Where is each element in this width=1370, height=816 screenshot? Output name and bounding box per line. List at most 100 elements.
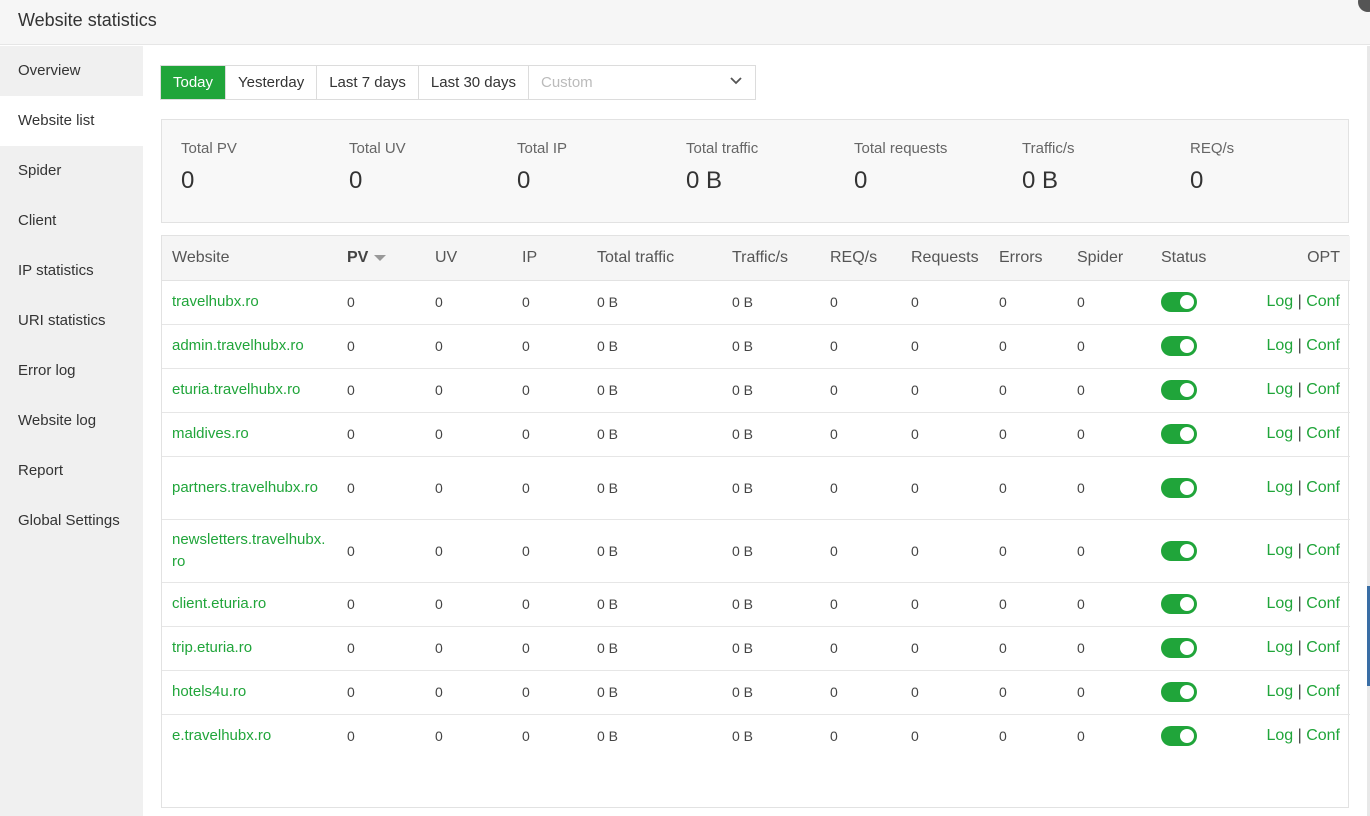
cell-errors: 0	[989, 670, 1067, 715]
cell-errors: 0	[989, 280, 1067, 325]
website-link[interactable]: newsletters.travelhubx.ro	[162, 519, 337, 583]
website-link[interactable]: partners.travelhubx.ro	[162, 456, 337, 520]
website-link[interactable]: hotels4u.ro	[162, 670, 337, 715]
tab-last-30-days[interactable]: Last 30 days	[418, 66, 529, 99]
log-link[interactable]: Log	[1266, 337, 1294, 354]
log-link[interactable]: Log	[1266, 727, 1294, 745]
sidebar-item-ip-statistics[interactable]: IP statistics	[18, 262, 94, 279]
scrollbar-thumb[interactable]	[1367, 586, 1370, 686]
website-link[interactable]: maldives.ro	[162, 412, 337, 457]
sidebar-item-website-log[interactable]: Website log	[18, 412, 97, 429]
sidebar-item-report[interactable]: Report	[18, 462, 64, 479]
table-header-row: Website PV UV IP Total traffic Traffic/s…	[162, 236, 1350, 281]
sidebar-item-client[interactable]: Client	[18, 212, 57, 229]
cell-spider: 0	[1067, 670, 1151, 715]
status-toggle[interactable]	[1161, 477, 1197, 498]
cell-pv: 0	[337, 626, 425, 671]
stat-traffic-per-second: Traffic/s 0 B	[1022, 140, 1075, 195]
cell-opt: Log | Conf	[1231, 626, 1350, 671]
cell-requests: 0	[901, 456, 989, 520]
cell-requests: 0	[901, 519, 989, 583]
cell-traffic-s: 0 B	[722, 324, 820, 369]
conf-link[interactable]: Conf	[1306, 425, 1340, 442]
status-toggle[interactable]	[1161, 594, 1197, 614]
website-link[interactable]: client.eturia.ro	[162, 582, 337, 627]
status-toggle[interactable]	[1161, 336, 1197, 356]
conf-link[interactable]: Conf	[1306, 337, 1340, 354]
column-header-requests[interactable]: Requests	[901, 236, 989, 281]
cell-uv: 0	[425, 324, 512, 369]
conf-link[interactable]: Conf	[1306, 683, 1340, 700]
cell-status	[1151, 670, 1231, 715]
conf-link[interactable]: Conf	[1306, 293, 1340, 310]
sidebar-item-error-log[interactable]: Error log	[18, 362, 76, 379]
status-toggle[interactable]	[1161, 292, 1197, 312]
vertical-scrollbar[interactable]	[1367, 46, 1370, 816]
column-header-spider[interactable]: Spider	[1067, 236, 1151, 281]
chevron-down-icon	[730, 77, 742, 85]
cell-traffic-s: 0 B	[722, 368, 820, 413]
conf-link[interactable]: Conf	[1306, 595, 1340, 612]
conf-link[interactable]: Conf	[1306, 727, 1340, 745]
conf-link[interactable]: Conf	[1306, 639, 1340, 656]
close-icon[interactable]	[1358, 0, 1370, 12]
tab-today[interactable]: Today	[161, 66, 227, 99]
log-link[interactable]: Log	[1266, 595, 1294, 612]
sidebar-item-spider[interactable]: Spider	[18, 162, 62, 179]
column-header-req-per-second[interactable]: REQ/s	[820, 236, 901, 281]
cell-status	[1151, 368, 1231, 413]
column-header-errors[interactable]: Errors	[989, 236, 1067, 281]
status-toggle[interactable]	[1161, 380, 1197, 400]
cell-req-s: 0	[830, 728, 838, 745]
log-link[interactable]: Log	[1266, 541, 1294, 559]
log-link[interactable]: Log	[1266, 478, 1294, 496]
column-header-website[interactable]: Website	[162, 236, 337, 281]
cell-requests: 0	[901, 412, 989, 457]
tab-last-7-days[interactable]: Last 7 days	[317, 66, 419, 99]
website-link[interactable]: eturia.travelhubx.ro	[162, 368, 337, 413]
sidebar-item-website-list[interactable]: Website list	[0, 96, 143, 146]
sidebar-item-overview[interactable]: Overview	[18, 62, 81, 79]
status-toggle[interactable]	[1161, 424, 1197, 444]
toggle-knob	[1180, 729, 1194, 744]
status-toggle[interactable]	[1161, 540, 1197, 561]
status-toggle[interactable]	[1161, 726, 1197, 747]
log-link[interactable]: Log	[1266, 639, 1294, 656]
website-link[interactable]: trip.eturia.ro	[162, 626, 337, 671]
cell-requests: 0	[901, 626, 989, 671]
cell-req-s: 0	[820, 280, 901, 325]
status-toggle[interactable]	[1161, 638, 1197, 658]
column-header-pv[interactable]: PV	[337, 236, 425, 281]
log-link[interactable]: Log	[1266, 425, 1294, 442]
tab-yesterday[interactable]: Yesterday	[226, 66, 318, 99]
conf-link[interactable]: Conf	[1306, 541, 1340, 559]
cell-req-s: 0	[820, 670, 901, 715]
column-header-ip[interactable]: IP	[512, 236, 587, 281]
website-link[interactable]: e.travelhubx.ro	[172, 727, 272, 745]
cell-requests: 0	[901, 670, 989, 715]
conf-link[interactable]: Conf	[1306, 478, 1340, 496]
sidebar: Overview Website list Spider Client IP s…	[0, 46, 143, 816]
cell-opt: Log | Conf	[1231, 714, 1350, 758]
website-link[interactable]: travelhubx.ro	[162, 280, 337, 325]
sidebar-item-global-settings[interactable]: Global Settings	[18, 512, 120, 529]
log-link[interactable]: Log	[1266, 293, 1294, 310]
column-header-uv[interactable]: UV	[425, 236, 512, 281]
column-header-traffic-per-second[interactable]: Traffic/s	[722, 236, 820, 281]
cell-ip: 0	[512, 519, 587, 583]
custom-date-select[interactable]: Custom	[529, 66, 755, 99]
log-link[interactable]: Log	[1266, 683, 1294, 700]
status-toggle[interactable]	[1161, 682, 1197, 702]
conf-link[interactable]: Conf	[1306, 381, 1340, 398]
stat-label: Total PV	[181, 140, 237, 157]
log-link[interactable]: Log	[1266, 381, 1294, 398]
opt-separator: |	[1297, 639, 1302, 656]
sidebar-item-uri-statistics[interactable]: URI statistics	[18, 312, 106, 329]
cell-traffic: 0 B	[587, 456, 722, 520]
cell-uv: 0	[435, 728, 443, 745]
website-link[interactable]: admin.travelhubx.ro	[162, 324, 337, 369]
column-header-total-traffic[interactable]: Total traffic	[587, 236, 722, 281]
cell-traffic: 0 B	[587, 519, 722, 583]
